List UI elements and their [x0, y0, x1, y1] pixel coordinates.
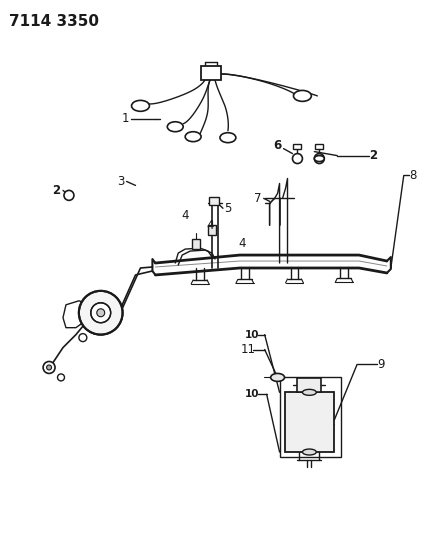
- Text: 9: 9: [377, 358, 385, 371]
- Circle shape: [91, 303, 111, 322]
- Text: 10: 10: [244, 329, 259, 340]
- Text: 4: 4: [206, 219, 214, 232]
- Bar: [294, 144, 301, 149]
- Bar: [192, 239, 200, 249]
- Bar: [315, 144, 323, 149]
- Circle shape: [314, 154, 324, 164]
- Circle shape: [292, 154, 303, 164]
- Circle shape: [43, 361, 55, 374]
- Ellipse shape: [294, 91, 311, 101]
- Text: 8: 8: [409, 169, 416, 182]
- Circle shape: [79, 291, 122, 335]
- Bar: [209, 197, 219, 205]
- Text: 4: 4: [181, 209, 189, 222]
- Text: 7: 7: [254, 192, 262, 205]
- Circle shape: [79, 334, 87, 342]
- Text: 3: 3: [117, 175, 124, 188]
- Ellipse shape: [131, 100, 149, 111]
- Ellipse shape: [220, 133, 236, 143]
- Circle shape: [47, 365, 51, 370]
- Ellipse shape: [185, 132, 201, 142]
- Text: 10: 10: [244, 389, 259, 399]
- Circle shape: [97, 309, 105, 317]
- Circle shape: [64, 190, 74, 200]
- Ellipse shape: [303, 449, 316, 455]
- Text: 6: 6: [273, 139, 282, 152]
- Bar: [279, 377, 341, 457]
- Ellipse shape: [87, 300, 115, 326]
- Bar: [208, 225, 216, 235]
- Text: 2: 2: [369, 149, 377, 162]
- Ellipse shape: [167, 122, 183, 132]
- Ellipse shape: [270, 374, 285, 382]
- Text: 4: 4: [238, 237, 246, 249]
- Bar: [285, 392, 334, 452]
- Circle shape: [57, 374, 65, 381]
- Bar: [297, 378, 321, 392]
- Ellipse shape: [303, 389, 316, 395]
- Text: 7114 3350: 7114 3350: [9, 14, 99, 29]
- Text: 1: 1: [122, 112, 129, 125]
- Ellipse shape: [314, 156, 324, 161]
- Text: 2: 2: [52, 184, 60, 197]
- Text: 11: 11: [240, 343, 255, 356]
- Text: 5: 5: [224, 202, 232, 215]
- Bar: [201, 66, 221, 80]
